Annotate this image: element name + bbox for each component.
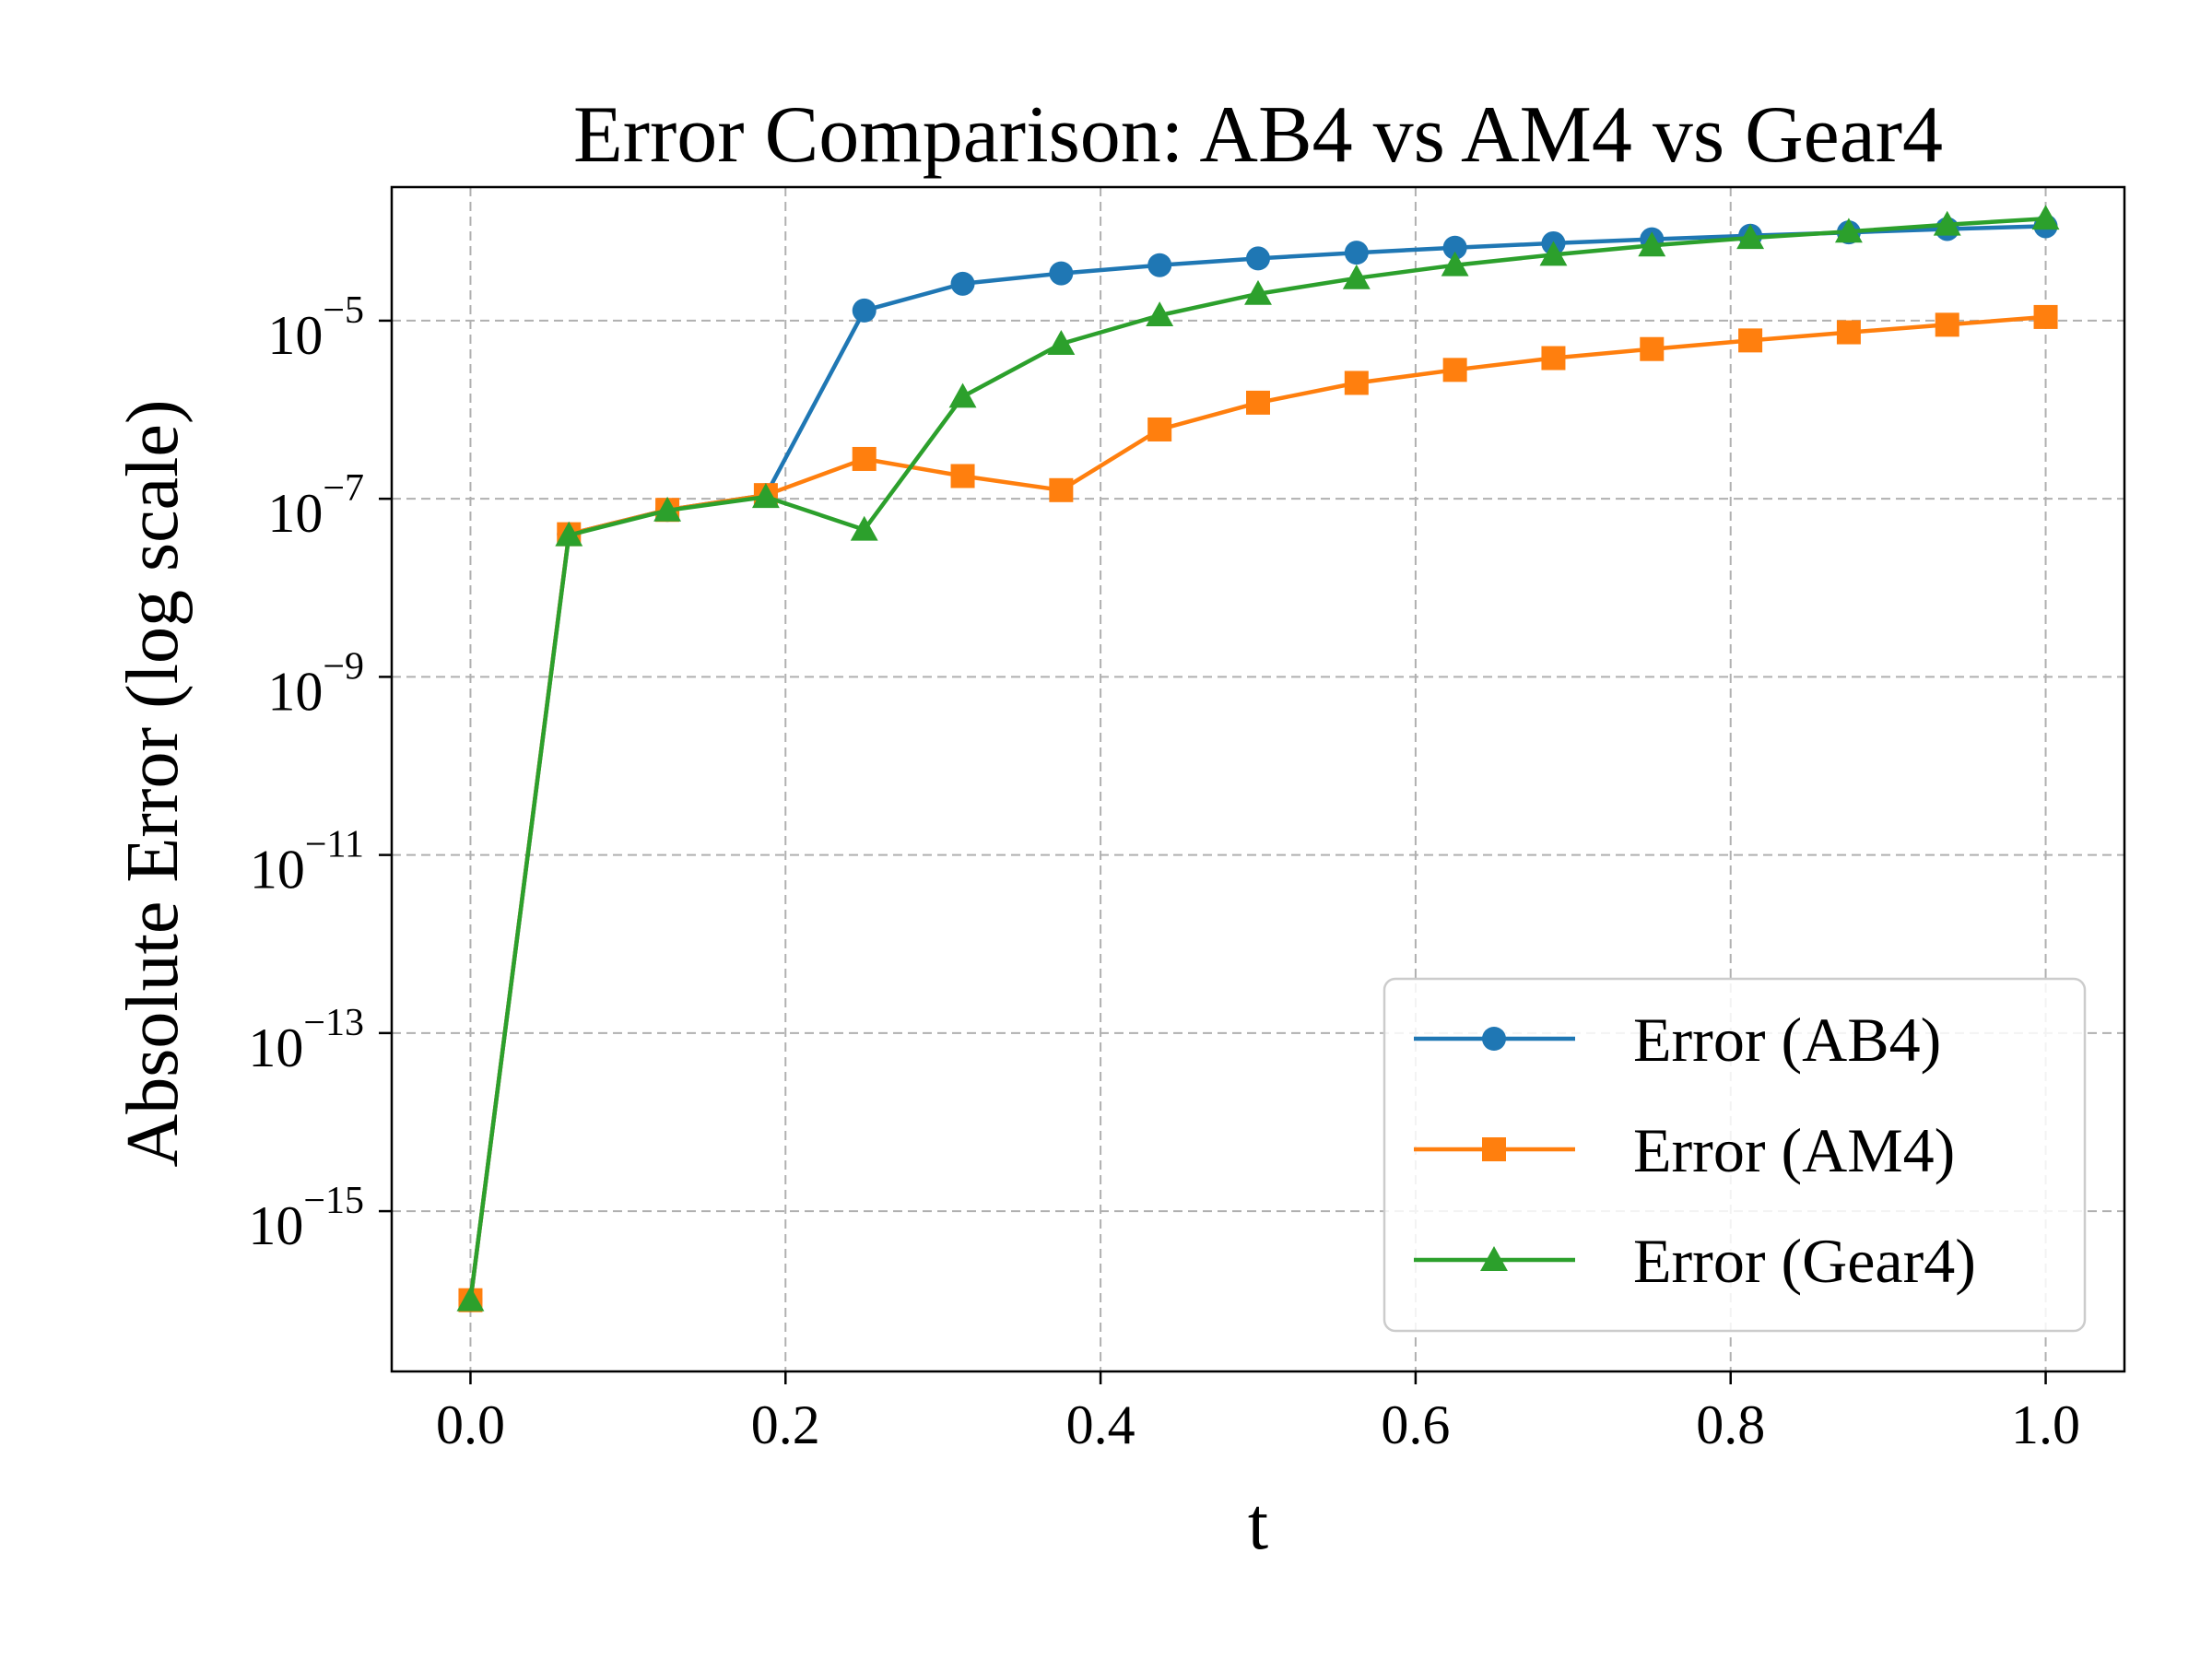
legend-label: Error (Gear4) — [1633, 1226, 1976, 1296]
series-triangle — [456, 205, 2060, 1312]
data-point — [1442, 358, 1467, 382]
data-point — [852, 298, 877, 323]
y-tick-label: 10−7 — [267, 467, 364, 544]
data-point — [1342, 264, 1371, 289]
data-point — [1834, 218, 1863, 243]
x-tick-label: 0.4 — [1066, 1394, 1135, 1455]
x-tick-label: 1.0 — [2011, 1394, 2080, 1455]
y-axis-label: Absolute Error (log scale) — [112, 399, 194, 1167]
data-point — [1442, 235, 1467, 260]
legend-item: Error (Gear4) — [1414, 1226, 1976, 1296]
data-point — [1146, 301, 1174, 327]
plot-frame — [390, 185, 2126, 1373]
chart-title: Error Comparison: AB4 vs AM4 vs Gear4 — [573, 90, 1943, 180]
data-point — [1049, 477, 1074, 502]
legend-item: Error (AM4) — [1414, 1115, 1955, 1185]
data-point — [1935, 312, 1959, 337]
legend-box — [1382, 977, 2087, 1333]
legend-label: Error (AM4) — [1633, 1115, 1955, 1185]
axis-ticks: 0.0 0.2 0.4 0.6 0.8 1.0 10−5 10−7 10−9 10−11 10−13… — [248, 289, 2080, 1455]
data-point — [1738, 328, 1763, 353]
series-layer — [456, 205, 2060, 1312]
data-point — [1441, 251, 1469, 276]
x-tick-label: 0.0 — [436, 1394, 505, 1455]
y-tick-label: 10−13 — [248, 1002, 364, 1078]
legend-marker — [1482, 1137, 1506, 1161]
data-point — [1147, 417, 1172, 441]
data-point — [950, 271, 975, 296]
y-tick-label: 10−9 — [267, 645, 364, 722]
data-point — [850, 515, 878, 541]
data-point — [653, 496, 682, 522]
data-point — [1049, 261, 1074, 286]
data-point — [1147, 253, 1172, 277]
legend-marker — [1480, 1246, 1508, 1271]
data-point — [1344, 371, 1369, 395]
legend-marker — [1482, 1027, 1506, 1051]
data-point — [751, 483, 780, 509]
data-point — [456, 1286, 485, 1312]
data-point — [950, 464, 975, 488]
data-point — [1246, 390, 1270, 415]
data-point — [1244, 279, 1272, 305]
data-point — [1344, 241, 1369, 265]
data-point — [555, 521, 583, 547]
y-tick-label: 10−11 — [250, 824, 364, 900]
x-axis-label: t — [1248, 1484, 1268, 1565]
data-point — [1539, 241, 1568, 266]
data-point — [2031, 205, 2060, 230]
data-point — [948, 382, 977, 408]
legend: Error (AB4) Error (AM4) Error (Gear4) — [1382, 977, 2087, 1333]
data-point — [852, 446, 877, 471]
data-point — [1047, 330, 1076, 355]
y-tick-label: 10−5 — [267, 289, 364, 366]
data-point — [1638, 231, 1666, 257]
data-point — [2033, 304, 2058, 329]
legend-label: Error (AB4) — [1633, 1005, 1941, 1075]
y-tick-label: 10−15 — [248, 1180, 364, 1256]
x-tick-label: 0.8 — [1696, 1394, 1765, 1455]
data-point — [1640, 336, 1665, 361]
x-tick-label: 0.2 — [751, 1394, 820, 1455]
data-point — [1246, 246, 1270, 271]
data-point — [1933, 210, 1961, 236]
data-point — [1736, 224, 1765, 250]
legend-item: Error (AB4) — [1414, 1005, 1941, 1075]
grid — [392, 187, 2124, 1371]
data-point — [1836, 320, 1861, 345]
data-point — [1541, 346, 1566, 371]
x-tick-label: 0.6 — [1381, 1394, 1450, 1455]
